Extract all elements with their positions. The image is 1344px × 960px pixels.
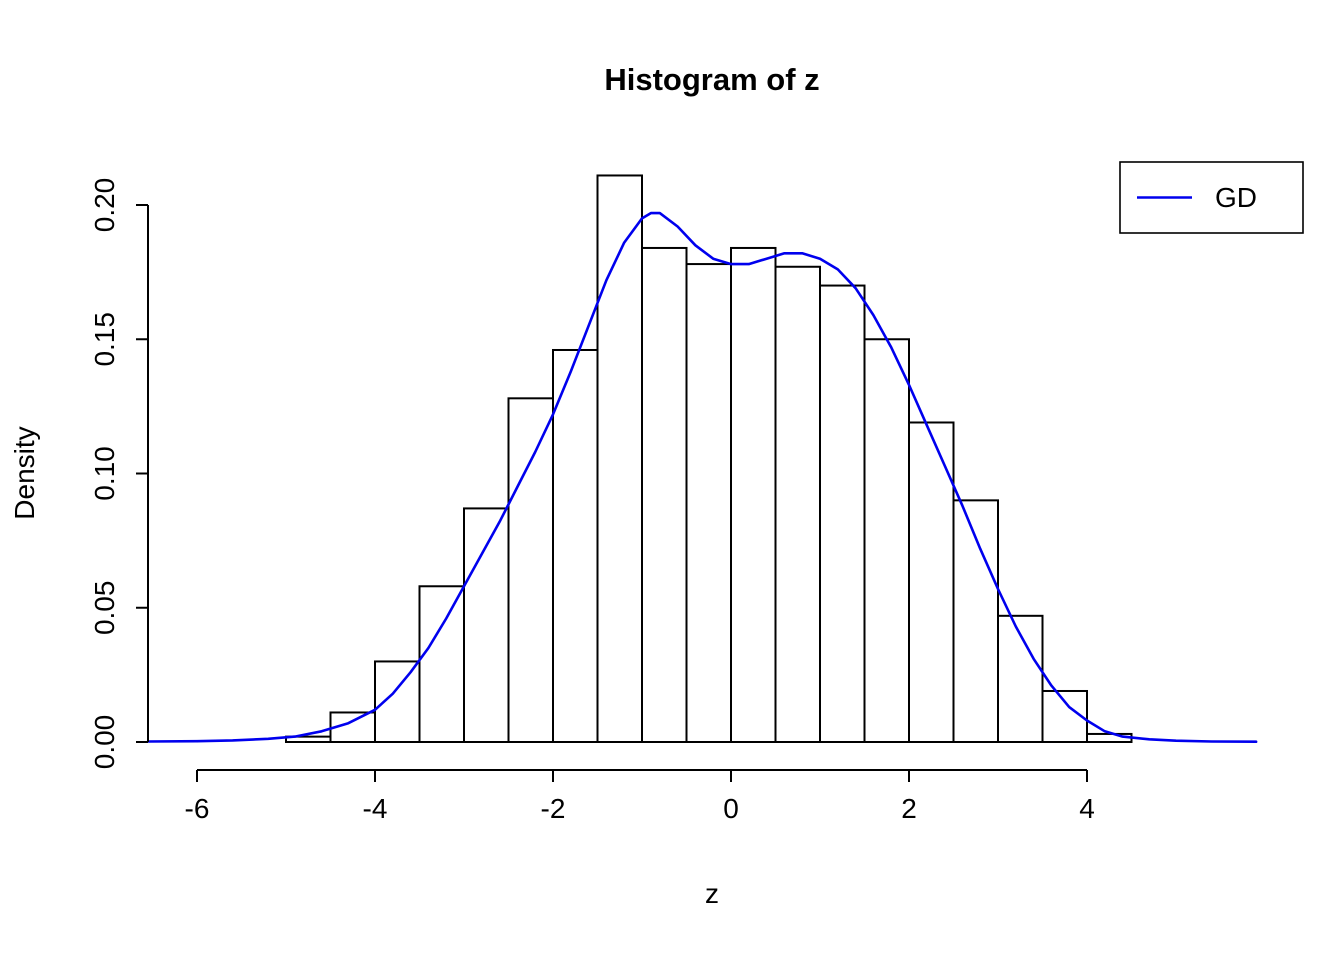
x-axis-tick-label: -6 <box>185 793 210 824</box>
histogram-bar <box>1041 689 1088 743</box>
legend-box <box>1119 161 1304 234</box>
histogram-bar <box>863 338 910 743</box>
legend-label: GD <box>1215 182 1257 213</box>
histogram-bars <box>285 174 1133 744</box>
histogram-bar <box>374 660 421 744</box>
histogram-bar <box>774 265 821 743</box>
histogram-bar <box>507 397 554 743</box>
y-axis-tick-label: 0.20 <box>89 178 120 233</box>
chart-title: Histogram of z <box>604 62 819 97</box>
axes: -6 -4 -2 0 2 4 0.00 0.05 0.10 0.15 0.20 <box>89 178 1095 824</box>
y-axis-tick-label: 0.15 <box>89 312 120 367</box>
y-axis-tick-label: 0.10 <box>89 446 120 501</box>
histogram-bar <box>596 174 643 744</box>
x-axis-label: z <box>705 878 719 909</box>
histogram-bar <box>730 246 777 744</box>
x-axis-tick-label: -2 <box>541 793 566 824</box>
y-axis-label: Density <box>9 426 40 519</box>
histogram-bar <box>552 348 599 743</box>
y-axis-tick-label: 0.00 <box>89 715 120 770</box>
legend: GD <box>1119 161 1304 234</box>
x-axis-tick-label: 4 <box>1079 793 1095 824</box>
histogram-bar <box>641 246 688 744</box>
histogram-bar <box>685 263 732 743</box>
x-axis-tick-label: 0 <box>723 793 739 824</box>
x-axis-tick-label: -4 <box>363 793 388 824</box>
density-curve <box>146 211 1258 744</box>
histogram-bar <box>819 284 866 743</box>
histogram-bar <box>418 585 465 744</box>
x-axis-tick-label: 2 <box>901 793 917 824</box>
y-axis-tick-label: 0.05 <box>89 581 120 636</box>
